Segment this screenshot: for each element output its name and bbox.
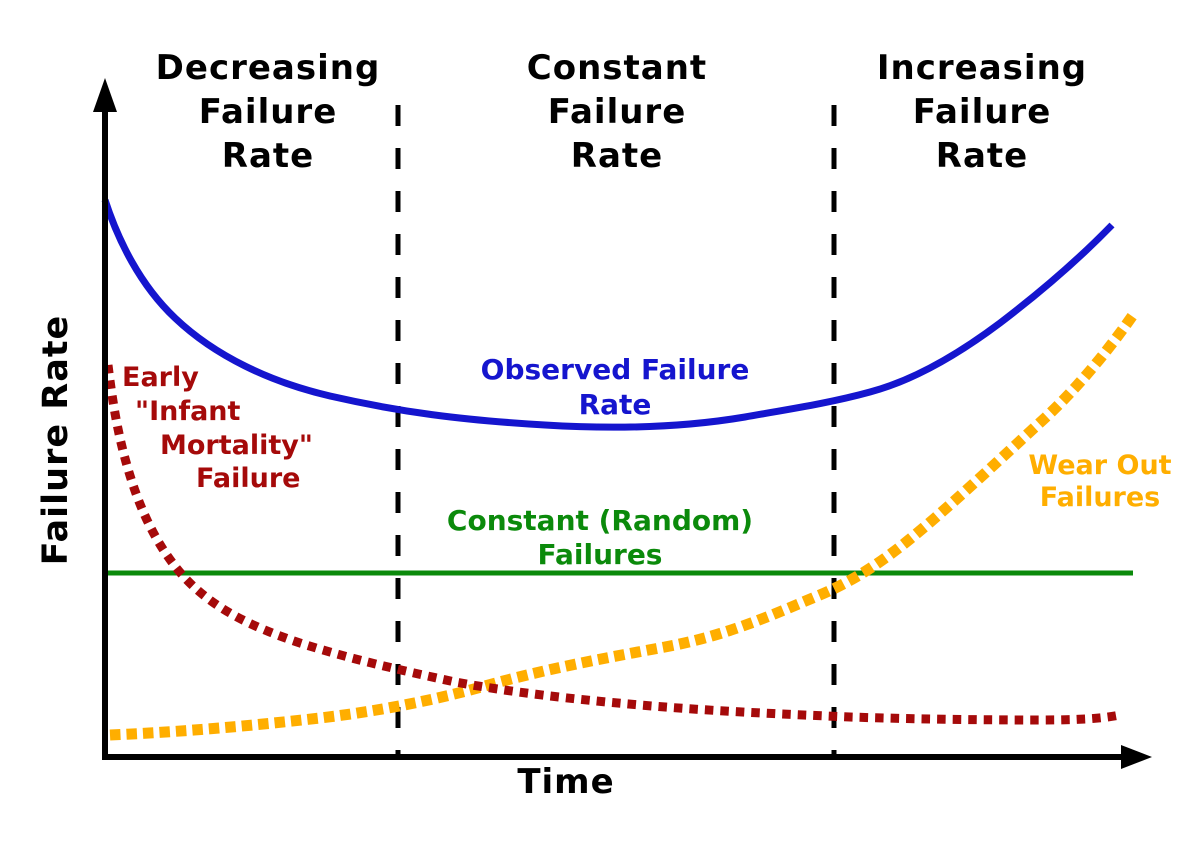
infant-mortality-label-line-1: Early [122,362,199,393]
region-header-decreasing: Decreasing Failure Rate [155,48,381,176]
observed-failure-rate-curve [101,198,1115,431]
y-axis-arrow-icon [93,78,117,112]
x-axis-label: Time [517,762,615,802]
region-header-constant: Constant Failure Rate [526,48,708,176]
infant-mortality-label-line-2: "Infant [135,396,241,427]
region-header-increasing: Increasing Failure Rate [876,48,1088,176]
wear-out-failures-curve [109,311,1138,741]
infant-mortality-label-line-3: Mortality" [160,430,313,461]
constant-random-failures-label: Constant (Random) Failures [446,504,754,571]
wear-out-failures-label: Wear Out Failures [1028,450,1172,513]
x-axis-arrow-icon [1121,745,1152,769]
infant-mortality-label-line-4: Failure [196,463,301,494]
observed-failure-rate-label: Observed Failure Rate [480,353,750,421]
y-axis-label: Failure Rate [36,314,76,566]
infant-mortality-curve [103,364,1121,725]
